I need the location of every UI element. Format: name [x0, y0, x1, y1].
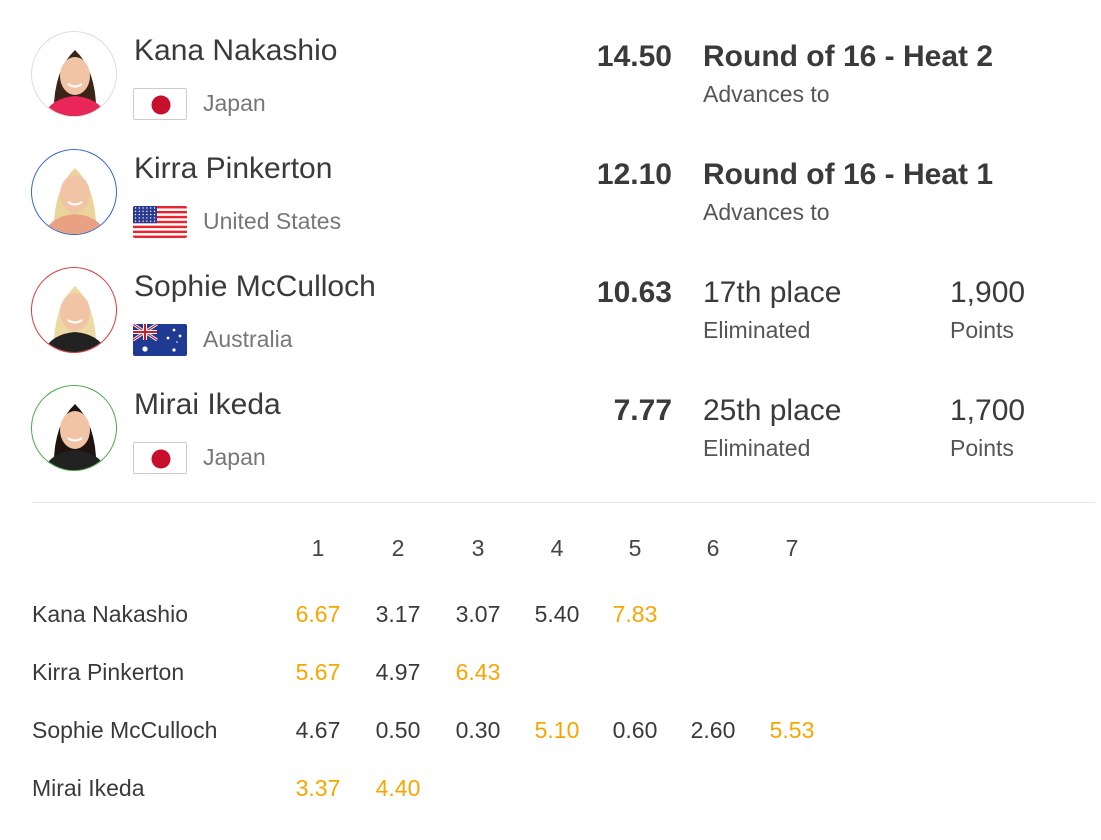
- wave-score: 5.10: [534, 717, 580, 743]
- heat-result-status: Eliminated: [703, 435, 811, 461]
- table-row-name: Kirra Pinkerton: [32, 659, 185, 685]
- wave-score: 0.50: [375, 717, 421, 743]
- wave-score: 5.53: [769, 717, 815, 743]
- wave-number-header: 3: [471, 535, 485, 561]
- athlete-row[interactable]: Mirai Ikeda Japan 7.77 25th place Elimin…: [0, 374, 1101, 492]
- heat-total-score: 14.50: [596, 40, 672, 73]
- wave-score: 3.17: [375, 601, 421, 627]
- wave-score: 2.60: [690, 717, 736, 743]
- wave-score: 0.60: [612, 717, 658, 743]
- japan-flag-icon: [133, 442, 187, 474]
- athlete-name[interactable]: Mirai Ikeda: [134, 388, 281, 421]
- heat-total-score: 7.77: [613, 394, 672, 427]
- athlete-name[interactable]: Kana Nakashio: [134, 34, 338, 67]
- wave-score: 6.67: [295, 601, 341, 627]
- australia-flag-icon: [133, 324, 187, 356]
- athlete-country: Australia: [203, 326, 293, 352]
- athlete-name[interactable]: Kirra Pinkerton: [134, 152, 333, 185]
- wave-score: 3.37: [295, 775, 341, 801]
- usa-flag-icon: [133, 206, 187, 238]
- heat-total-score: 10.63: [596, 276, 672, 309]
- avatar: [31, 149, 117, 235]
- wave-number-header: 1: [311, 535, 325, 561]
- heat-result-status: Advances to: [703, 81, 830, 107]
- wave-score: 0.30: [455, 717, 501, 743]
- heat-result-status: Eliminated: [703, 317, 811, 343]
- table-row-name: Mirai Ikeda: [32, 775, 145, 801]
- japan-flag-icon: [133, 88, 187, 120]
- avatar: [31, 31, 117, 117]
- heat-result: 25th place: [703, 394, 842, 427]
- athlete-row[interactable]: Kana Nakashio Japan 14.50 Round of 16 - …: [0, 20, 1101, 138]
- athlete-name[interactable]: Sophie McCulloch: [134, 270, 376, 303]
- divider: [32, 502, 1095, 503]
- wave-score: 4.40: [375, 775, 421, 801]
- points-value: 1,900: [950, 276, 1026, 309]
- athlete-country: Japan: [203, 90, 266, 116]
- athlete-country: Japan: [203, 444, 266, 470]
- wave-score: 7.83: [612, 601, 658, 627]
- athlete-row[interactable]: Sophie McCulloch Australia 10.63 17th pl…: [0, 256, 1101, 374]
- athlete-row[interactable]: Kirra Pinkerton United States 12.10 Roun…: [0, 138, 1101, 256]
- wave-score: 4.67: [295, 717, 341, 743]
- wave-number-header: 7: [785, 535, 799, 561]
- wave-number-header: 6: [706, 535, 720, 561]
- points-label: Points: [950, 435, 1014, 461]
- wave-score: 6.43: [455, 659, 501, 685]
- wave-score: 5.40: [534, 601, 580, 627]
- points-value: 1,700: [950, 394, 1026, 427]
- heat-result[interactable]: Round of 16 - Heat 1: [703, 158, 994, 191]
- wave-score: 3.07: [455, 601, 501, 627]
- wave-score: 5.67: [295, 659, 341, 685]
- wave-number-header: 5: [628, 535, 642, 561]
- points-label: Points: [950, 317, 1014, 343]
- heat-total-score: 12.10: [596, 158, 672, 191]
- table-row-name: Kana Nakashio: [32, 601, 188, 627]
- avatar: [31, 267, 117, 353]
- athlete-country: United States: [203, 208, 342, 234]
- avatar: [31, 385, 117, 471]
- heat-result[interactable]: Round of 16 - Heat 2: [703, 40, 994, 73]
- heat-result-status: Advances to: [703, 199, 830, 225]
- wave-score: 4.97: [375, 659, 421, 685]
- heat-result: 17th place: [703, 276, 842, 309]
- table-row-name: Sophie McCulloch: [32, 717, 218, 743]
- wave-number-header: 4: [550, 535, 564, 561]
- wave-number-header: 2: [391, 535, 405, 561]
